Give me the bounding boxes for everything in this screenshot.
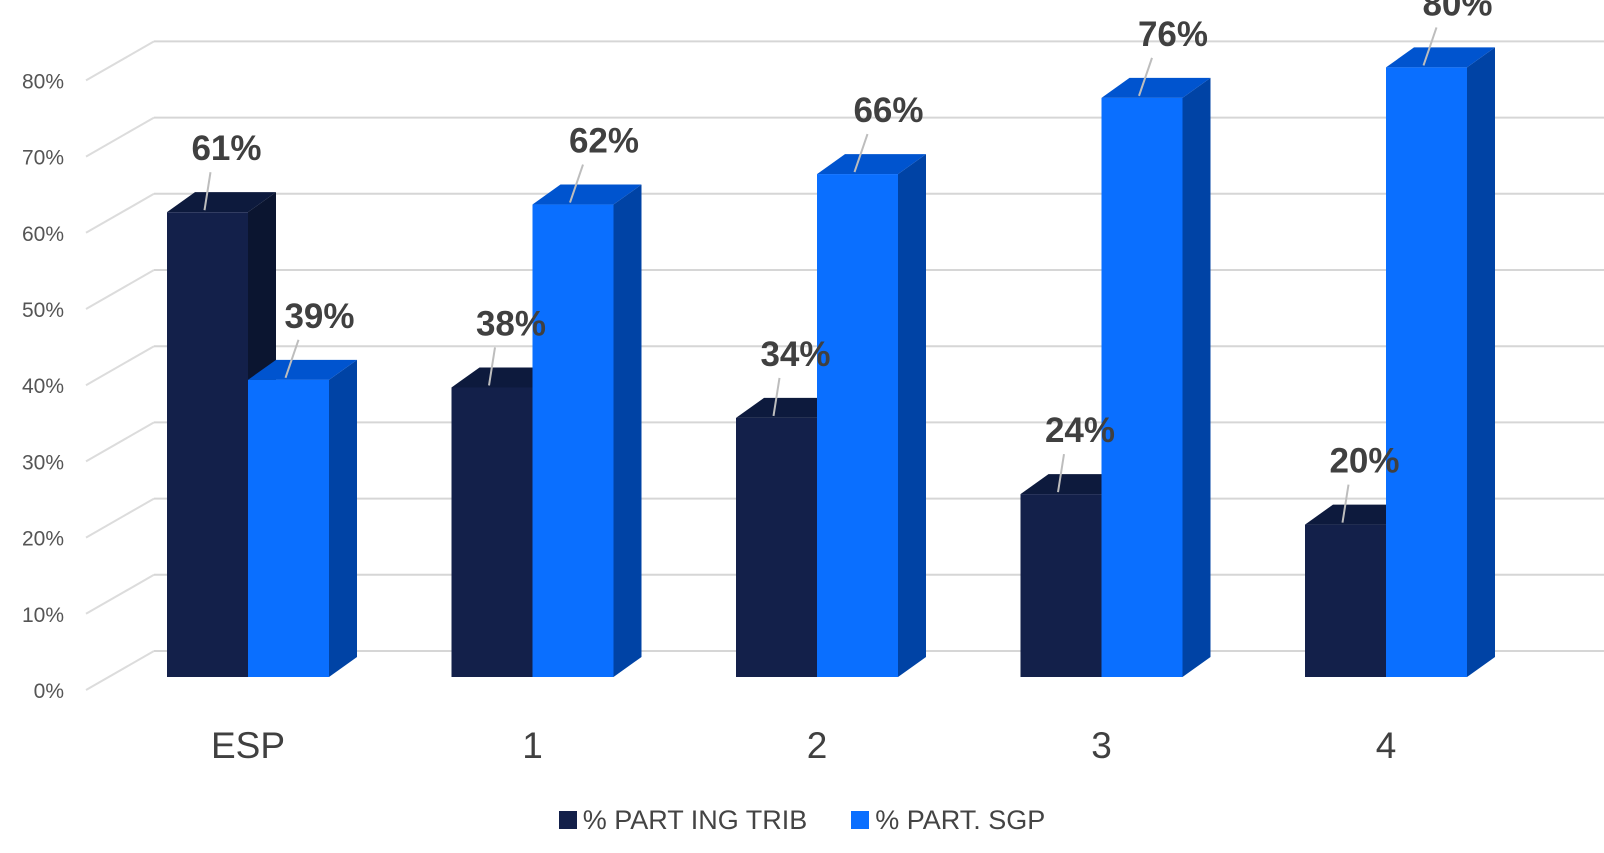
- y-tick-label: 20%: [22, 528, 64, 551]
- data-label: 20%: [1329, 442, 1399, 481]
- data-label: 62%: [569, 122, 639, 161]
- gridline-diagonal: [85, 345, 155, 387]
- bar-top: [532, 184, 642, 205]
- data-label: 61%: [191, 129, 261, 168]
- y-tick-label: 0%: [34, 680, 64, 703]
- gridline-diagonal: [85, 116, 155, 158]
- legend-label-part-sgp: % PART. SGP: [875, 804, 1046, 835]
- data-label: 39%: [284, 297, 354, 336]
- bar-front: [1020, 494, 1102, 677]
- bar-side: [1182, 77, 1211, 677]
- bar-front: [167, 212, 248, 677]
- legend-label-part-ing-trib: % PART ING TRIB: [582, 804, 808, 835]
- bar-side: [1467, 47, 1495, 677]
- gridline-diagonal: [85, 192, 155, 234]
- bar-top: [167, 192, 276, 213]
- bar-side: [898, 154, 926, 677]
- bar-front: [1305, 524, 1386, 677]
- y-tick-label: 30%: [22, 451, 64, 474]
- data-label-leader: [772, 377, 781, 417]
- bars: [167, 47, 1495, 677]
- bar-front: [1101, 97, 1183, 677]
- data-label-leader: [1057, 453, 1065, 493]
- legend-swatch-part-sgp: [851, 811, 870, 829]
- data-label-leader: [1341, 484, 1350, 523]
- x-category-label: 4: [1376, 725, 1397, 766]
- gridline-diagonal: [85, 421, 155, 463]
- legend: % PART ING TRIB % PART. SGP: [0, 800, 1604, 840]
- x-category-label: ESP: [211, 725, 285, 766]
- data-label: 76%: [1138, 15, 1208, 54]
- bar: [248, 359, 357, 677]
- gridline-diagonal: [85, 573, 155, 615]
- bar: [817, 154, 926, 677]
- x-category-label: 3: [1091, 725, 1112, 766]
- bar: [167, 192, 276, 677]
- bar-top: [817, 154, 926, 175]
- bar-side: [329, 359, 357, 677]
- data-label-leader: [488, 347, 496, 386]
- bar: [532, 184, 642, 677]
- data-label: 66%: [853, 91, 923, 130]
- gridline-diagonal: [85, 497, 155, 539]
- bar: [1101, 77, 1211, 677]
- legend-swatch-part-ing-trib: [558, 811, 577, 829]
- y-tick-label: 70%: [22, 147, 64, 170]
- data-label: 80%: [1422, 0, 1492, 23]
- y-tick-label: 10%: [22, 604, 64, 627]
- gridline-diagonal: [85, 269, 155, 310]
- gridline-diagonal: [85, 40, 155, 82]
- bar-side: [613, 184, 642, 677]
- data-label-leader: [284, 339, 300, 379]
- bar-front: [532, 204, 614, 677]
- y-tick-label: 60%: [22, 223, 64, 246]
- x-category-label: 1: [522, 725, 543, 766]
- bar-front: [451, 387, 533, 677]
- data-label: 34%: [760, 335, 830, 374]
- data-label-leader: [1422, 27, 1438, 66]
- bar: [1386, 47, 1495, 677]
- bar-top: [248, 359, 357, 380]
- data-labels: 61% 39% 38% 62% 34% 66% 24% 76% 20% 80%: [191, 0, 1493, 523]
- bar-top: [1101, 77, 1211, 98]
- y-tick-label: 40%: [22, 375, 64, 398]
- y-tick-label: 50%: [22, 299, 64, 322]
- bar-top: [1386, 47, 1495, 68]
- bar-front: [248, 379, 329, 677]
- data-label-leader: [569, 164, 584, 203]
- bar-front: [736, 417, 817, 677]
- data-label-leader: [1138, 57, 1153, 97]
- bar-front: [817, 174, 898, 677]
- gridline-diagonal: [85, 650, 155, 691]
- bar-front: [1386, 67, 1467, 677]
- data-label-leader: [853, 133, 869, 173]
- legend-item-part-ing-trib: % PART ING TRIB: [558, 804, 808, 836]
- legend-item-part-sgp: % PART. SGP: [851, 805, 1045, 836]
- x-category-label: 2: [807, 725, 828, 766]
- data-label: 38%: [476, 304, 546, 343]
- y-tick-label: 80%: [22, 70, 64, 93]
- data-label-leader: [203, 172, 212, 211]
- data-label: 24%: [1045, 411, 1115, 450]
